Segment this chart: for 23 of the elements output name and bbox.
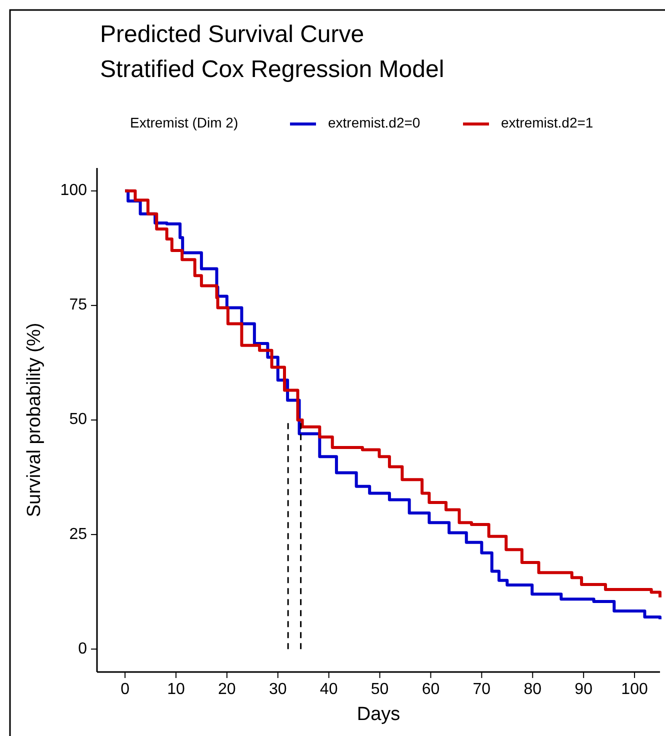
x-tick-label: 70 xyxy=(472,681,491,698)
y-tick-label: 50 xyxy=(69,411,88,428)
x-tick-label: 0 xyxy=(120,681,130,698)
x-tick-label: 90 xyxy=(574,681,593,698)
x-tick-label: 30 xyxy=(268,681,287,698)
x-tick-label: 100 xyxy=(621,681,648,698)
y-tick-label: 100 xyxy=(60,182,88,200)
legend-label: extremist.d2=0 xyxy=(328,114,420,131)
x-tick-label: 80 xyxy=(524,681,542,698)
y-tick-label: 75 xyxy=(69,296,88,314)
chart-subtitle: Stratified Cox Regression Model xyxy=(100,56,444,83)
x-axis-title: Days xyxy=(356,704,400,725)
y-axis-title: Survival probability (%) xyxy=(24,322,45,518)
x-tick-label: 40 xyxy=(320,681,338,698)
chart-title: Predicted Survival Curve xyxy=(100,21,364,48)
legend-title: Extremist (Dim 2) xyxy=(130,114,238,131)
y-tick-label: 0 xyxy=(78,640,88,658)
legend-label: extremist.d2=1 xyxy=(501,114,594,131)
x-tick-label: 50 xyxy=(370,681,389,698)
x-tick-label: 20 xyxy=(218,681,236,698)
x-tick-label: 60 xyxy=(422,681,440,698)
y-tick-label: 25 xyxy=(69,526,88,543)
x-tick-label: 10 xyxy=(167,681,185,698)
